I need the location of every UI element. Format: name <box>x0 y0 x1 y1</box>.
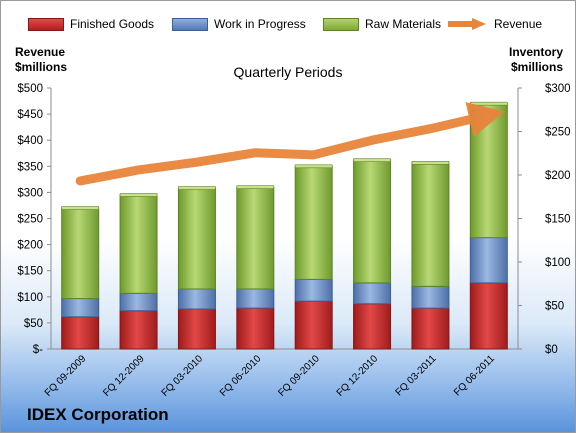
left-axis-title-line2: $millions <box>15 60 68 74</box>
bar-top-cap <box>294 164 333 169</box>
right-tick-label: $150 <box>545 214 571 226</box>
x-tick-label: FQ 09-2009 <box>43 353 89 399</box>
finished-goods-bar <box>61 316 100 350</box>
bar-top-cap <box>411 161 450 165</box>
raw-materials-bar <box>61 207 100 300</box>
legend-label-work-in-progress: Work in Progress <box>214 17 306 31</box>
raw-materials-bar <box>469 103 508 239</box>
x-tick-label: FQ 12-2010 <box>335 353 381 399</box>
right-tick-label: $300 <box>545 83 571 95</box>
x-tick-label: FQ 03-2011 <box>394 353 439 398</box>
work-in-progress-bar <box>411 285 450 309</box>
legend-swatch-work-in-progress <box>172 17 208 31</box>
left-tick-label: $250 <box>17 214 43 226</box>
left-tick-label: $300 <box>17 187 43 199</box>
right-tick-label: $50 <box>545 301 564 313</box>
left-tick-label: $50 <box>24 318 43 330</box>
raw-materials-bar <box>236 186 275 290</box>
finished-goods-bar <box>294 300 333 350</box>
right-tick-label: $0 <box>545 344 558 356</box>
legend-label-raw-materials: Raw Materials <box>365 17 442 31</box>
x-tick-label: FQ 09-2010 <box>276 353 322 399</box>
work-in-progress-bar <box>469 237 508 284</box>
legend-item-finished-goods: Finished Goods <box>28 17 154 31</box>
x-tick-label: FQ 06-2011 <box>452 353 497 398</box>
right-tick-label: $100 <box>545 257 571 269</box>
bar-top-cap <box>353 158 391 163</box>
left-tick-label: $500 <box>17 83 43 95</box>
finished-goods-bar <box>177 308 216 350</box>
legend-label-finished-goods: Finished Goods <box>70 17 155 31</box>
right-tick-label: $250 <box>545 127 571 139</box>
chart-subtitle: Quarterly Periods <box>233 64 343 80</box>
raw-materials-bar <box>119 194 158 294</box>
bar-top-cap <box>178 186 216 190</box>
left-tick-label: $- <box>33 344 43 356</box>
bar-top-cap <box>119 193 158 197</box>
x-tick-label: FQ 12-2009 <box>101 353 147 399</box>
bar-top-cap <box>236 185 275 189</box>
x-tick-label: FQ 03-2010 <box>160 353 206 399</box>
finished-goods-bar <box>411 307 450 350</box>
legend-label-revenue: Revenue <box>494 17 543 31</box>
legend-item-raw-materials: Raw Materials <box>323 17 441 31</box>
left-tick-label: $350 <box>17 161 43 173</box>
left-tick-label: $400 <box>17 135 43 147</box>
left-tick-label: $450 <box>17 109 43 121</box>
finished-goods-bar <box>469 282 508 350</box>
left-tick-label: $150 <box>17 266 43 278</box>
finished-goods-bar <box>353 303 392 350</box>
finished-goods-bar <box>236 307 275 350</box>
right-axis-title-line2: $millions <box>510 60 563 74</box>
work-in-progress-bar <box>353 282 392 305</box>
work-in-progress-bar <box>177 288 216 310</box>
left-tick-label: $100 <box>17 292 43 304</box>
x-tick-label: FQ 06-2010 <box>218 353 264 399</box>
right-axis-title-line1: Inventory <box>508 45 563 59</box>
left-axis-title-line1: Revenue <box>15 45 66 59</box>
bar-top-cap <box>61 206 99 210</box>
raw-materials-bar <box>353 159 392 284</box>
raw-materials-bar <box>177 187 216 290</box>
legend-item-work-in-progress: Work in Progress <box>172 17 306 31</box>
finished-goods-bar <box>119 310 158 350</box>
legend-arrow-revenue <box>448 18 486 30</box>
revenue-line <box>75 102 505 186</box>
left-tick-label: $200 <box>17 240 43 252</box>
work-in-progress-bar <box>236 288 275 309</box>
legend-swatch-finished-goods <box>28 17 64 31</box>
raw-materials-bar <box>294 165 333 280</box>
bar-top-cap <box>470 101 508 106</box>
company-title: IDEX Corporation <box>27 405 169 424</box>
legend-item-revenue: Revenue <box>448 17 542 31</box>
work-in-progress-bar <box>119 292 158 312</box>
legend-swatch-raw-materials <box>323 17 359 31</box>
work-in-progress-bar <box>294 278 333 302</box>
raw-materials-bar <box>411 162 450 287</box>
work-in-progress-bar <box>61 298 100 318</box>
right-tick-label: $200 <box>545 170 571 182</box>
